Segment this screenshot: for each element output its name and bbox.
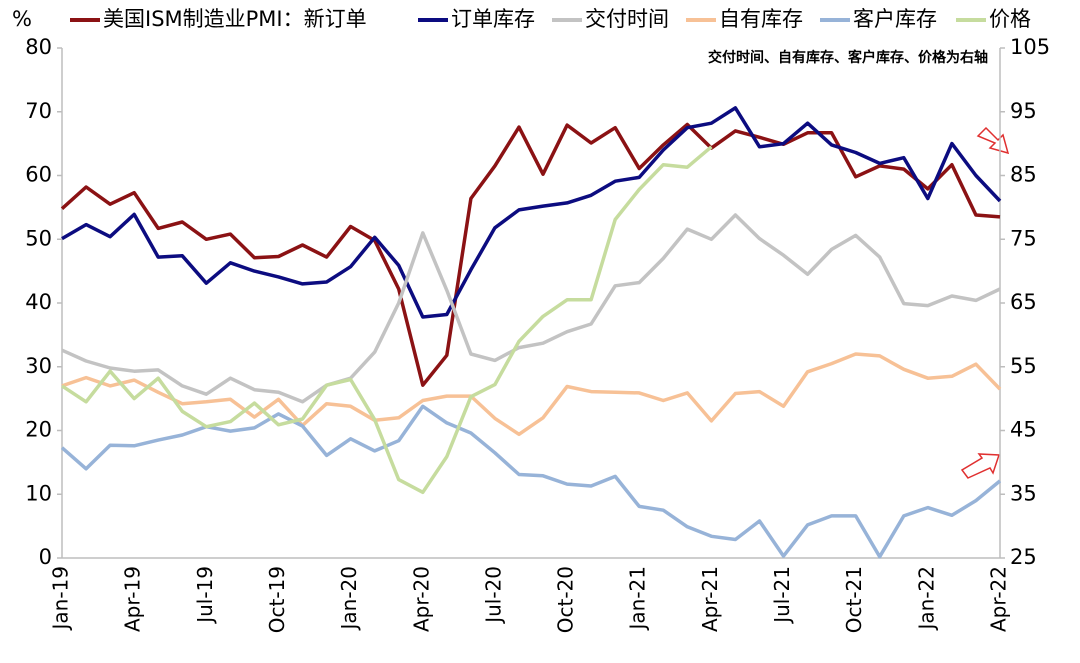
y-tick-label: 60 (25, 163, 52, 187)
y2-tick-label: 85 (1010, 163, 1037, 187)
y-tick-label: 10 (25, 481, 52, 505)
x-tick-label: Apr-21 (698, 566, 722, 632)
legend-label: 美国ISM制造业PMI：新订单 (103, 7, 367, 31)
y-tick-label: 70 (25, 99, 52, 123)
y-axis-label: % (12, 7, 32, 31)
x-tick-label: Jan-22 (914, 566, 938, 632)
x-tick-label: Jul-21 (770, 566, 794, 625)
x-tick-label: Oct-20 (554, 566, 578, 633)
y2-tick-label: 25 (1010, 545, 1037, 569)
legend-label: 客户库存 (853, 7, 937, 31)
legend-label: 价格 (989, 7, 1031, 31)
arrow-lower (960, 453, 1001, 479)
y-tick-label: 50 (25, 226, 52, 250)
x-tick-label: Jan-19 (49, 566, 73, 632)
y-tick-label: 80 (25, 35, 52, 59)
series-line (61, 106, 1002, 319)
y-tick-label: 40 (25, 290, 52, 314)
y2-tick-label: 55 (1010, 354, 1037, 378)
x-tick-label: Apr-20 (409, 566, 433, 632)
y2-tick-label: 75 (1010, 226, 1037, 250)
y-tick-label: 0 (39, 545, 52, 569)
x-tick-label: Oct-19 (265, 566, 289, 633)
x-tick-label: Apr-22 (987, 566, 1011, 632)
x-tick-label: Jul-19 (193, 566, 217, 625)
y2-tick-label: 45 (1010, 418, 1037, 442)
series-line (61, 145, 713, 495)
y-tick-label: 30 (25, 354, 52, 378)
legend-label: 自有库存 (719, 7, 803, 31)
legend-label: 订单库存 (451, 7, 535, 31)
series-line (61, 213, 1001, 404)
y-tick-label: 20 (25, 418, 52, 442)
series-line (61, 352, 1002, 437)
legend-label: 交付时间 (585, 7, 669, 31)
y2-tick-label: 65 (1010, 290, 1037, 314)
x-tick-label: Jan-21 (626, 566, 650, 632)
y2-tick-label: 105 (1010, 35, 1050, 59)
x-tick-label: Apr-19 (121, 566, 145, 632)
y2-tick-label: 95 (1010, 99, 1037, 123)
x-tick-label: Oct-21 (842, 566, 866, 633)
arrow-upper (976, 126, 1010, 155)
y2-tick-label: 35 (1010, 481, 1037, 505)
series-line (60, 404, 1002, 559)
x-tick-label: Jul-20 (481, 566, 505, 625)
annotation: 交付时间、自有库存、客户库存、价格为右轴 (708, 49, 988, 66)
x-tick-label: Jan-20 (337, 566, 361, 632)
series-line (60, 122, 1001, 387)
